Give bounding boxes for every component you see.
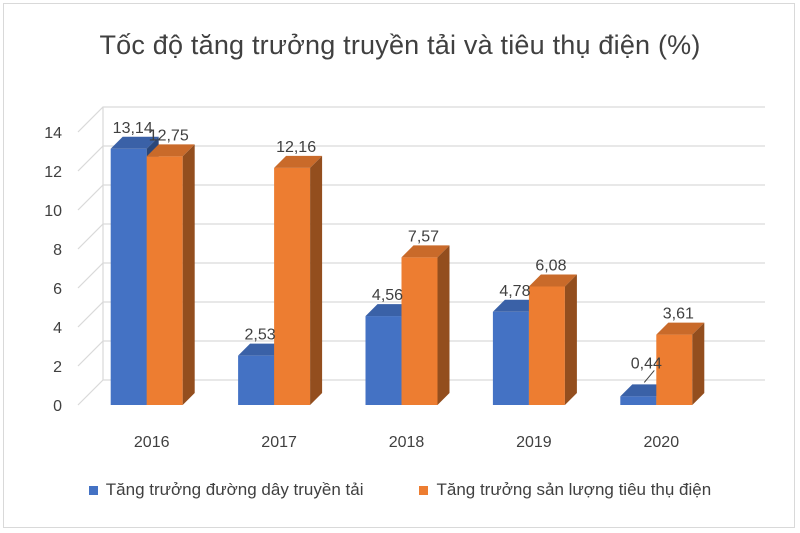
x-tick-label: 2018 (389, 434, 425, 451)
bar-side-2-2020 (692, 322, 705, 405)
bar-1-2018 (365, 316, 402, 405)
data-label: 7,57 (408, 228, 439, 245)
bar-top-2-2018 (401, 245, 450, 258)
y-tick-label: 10 (44, 203, 62, 220)
y-tick-label: 4 (53, 320, 62, 337)
bar-top-2-2020 (656, 322, 705, 335)
y-tick-label: 2 (53, 359, 62, 376)
data-label: 12,75 (149, 127, 189, 144)
y-tick-label: 0 (53, 398, 62, 415)
data-label: 6,08 (535, 257, 566, 274)
bar-2-2019 (528, 286, 565, 405)
x-tick-label: 2020 (644, 434, 680, 451)
data-label: 4,78 (499, 283, 530, 300)
y-tick-label: 6 (53, 281, 62, 298)
data-label: 13,14 (113, 120, 153, 137)
chart-bars (110, 136, 705, 405)
legend-item-series-1: Tăng trưởng đường dây truyền tải (88, 480, 364, 500)
bar-1-2017 (238, 355, 275, 405)
chart-walls (78, 107, 103, 405)
data-label: 12,16 (276, 139, 316, 156)
data-label: 2,53 (245, 327, 276, 344)
bar-top-1-2016 (110, 136, 159, 149)
legend-item-series-2: Tăng trưởng sản lượng tiêu thụ điện (419, 480, 711, 500)
bar-side-2-2018 (437, 245, 450, 405)
bar-side-2-2019 (564, 274, 577, 405)
data-label: 3,61 (663, 306, 694, 323)
x-tick-label: 2017 (261, 434, 297, 451)
bar-side-2-2017 (310, 155, 323, 405)
y-tick-label: 14 (44, 125, 62, 142)
chart-side-wall (78, 107, 103, 405)
bar-2-2016 (146, 156, 183, 405)
bar-2-2018 (401, 257, 438, 405)
y-tick-label: 12 (44, 164, 62, 181)
bar-1-2019 (492, 311, 529, 405)
y-axis-ticks: 0 2 4 6 8 10 12 14 (44, 125, 62, 415)
x-tick-label: 2016 (134, 434, 170, 451)
y-tick-label: 8 (53, 242, 62, 259)
bar-2-2017 (274, 167, 311, 405)
legend-label-series-1: Tăng trưởng đường dây truyền tải (105, 480, 364, 499)
bar-top-2-2019 (528, 274, 577, 287)
legend-swatch-series-1 (88, 485, 98, 495)
x-axis-ticks: 2016 2017 2018 2019 2020 (134, 434, 679, 451)
bar-1-2020 (620, 396, 657, 405)
bar-2-2020 (656, 334, 693, 405)
bar-1-2016 (110, 148, 147, 405)
legend-label-series-2: Tăng trưởng sản lượng tiêu thụ điện (436, 480, 712, 499)
bar-side-2-2016 (182, 144, 195, 405)
legend-swatch-series-2 (419, 485, 429, 495)
chart-legend: Tăng trưởng đường dây truyền tải Tăng tr… (0, 480, 800, 500)
data-label-leader (643, 370, 655, 383)
data-label: 4,56 (372, 287, 403, 304)
data-label: 0,44 (631, 355, 662, 372)
chart-title: Tốc độ tăng trưởng truyền tải và tiêu th… (99, 30, 701, 60)
bar-top-2-2016 (146, 144, 195, 157)
bar-top-2-2017 (274, 155, 323, 168)
x-tick-label: 2019 (516, 434, 552, 451)
